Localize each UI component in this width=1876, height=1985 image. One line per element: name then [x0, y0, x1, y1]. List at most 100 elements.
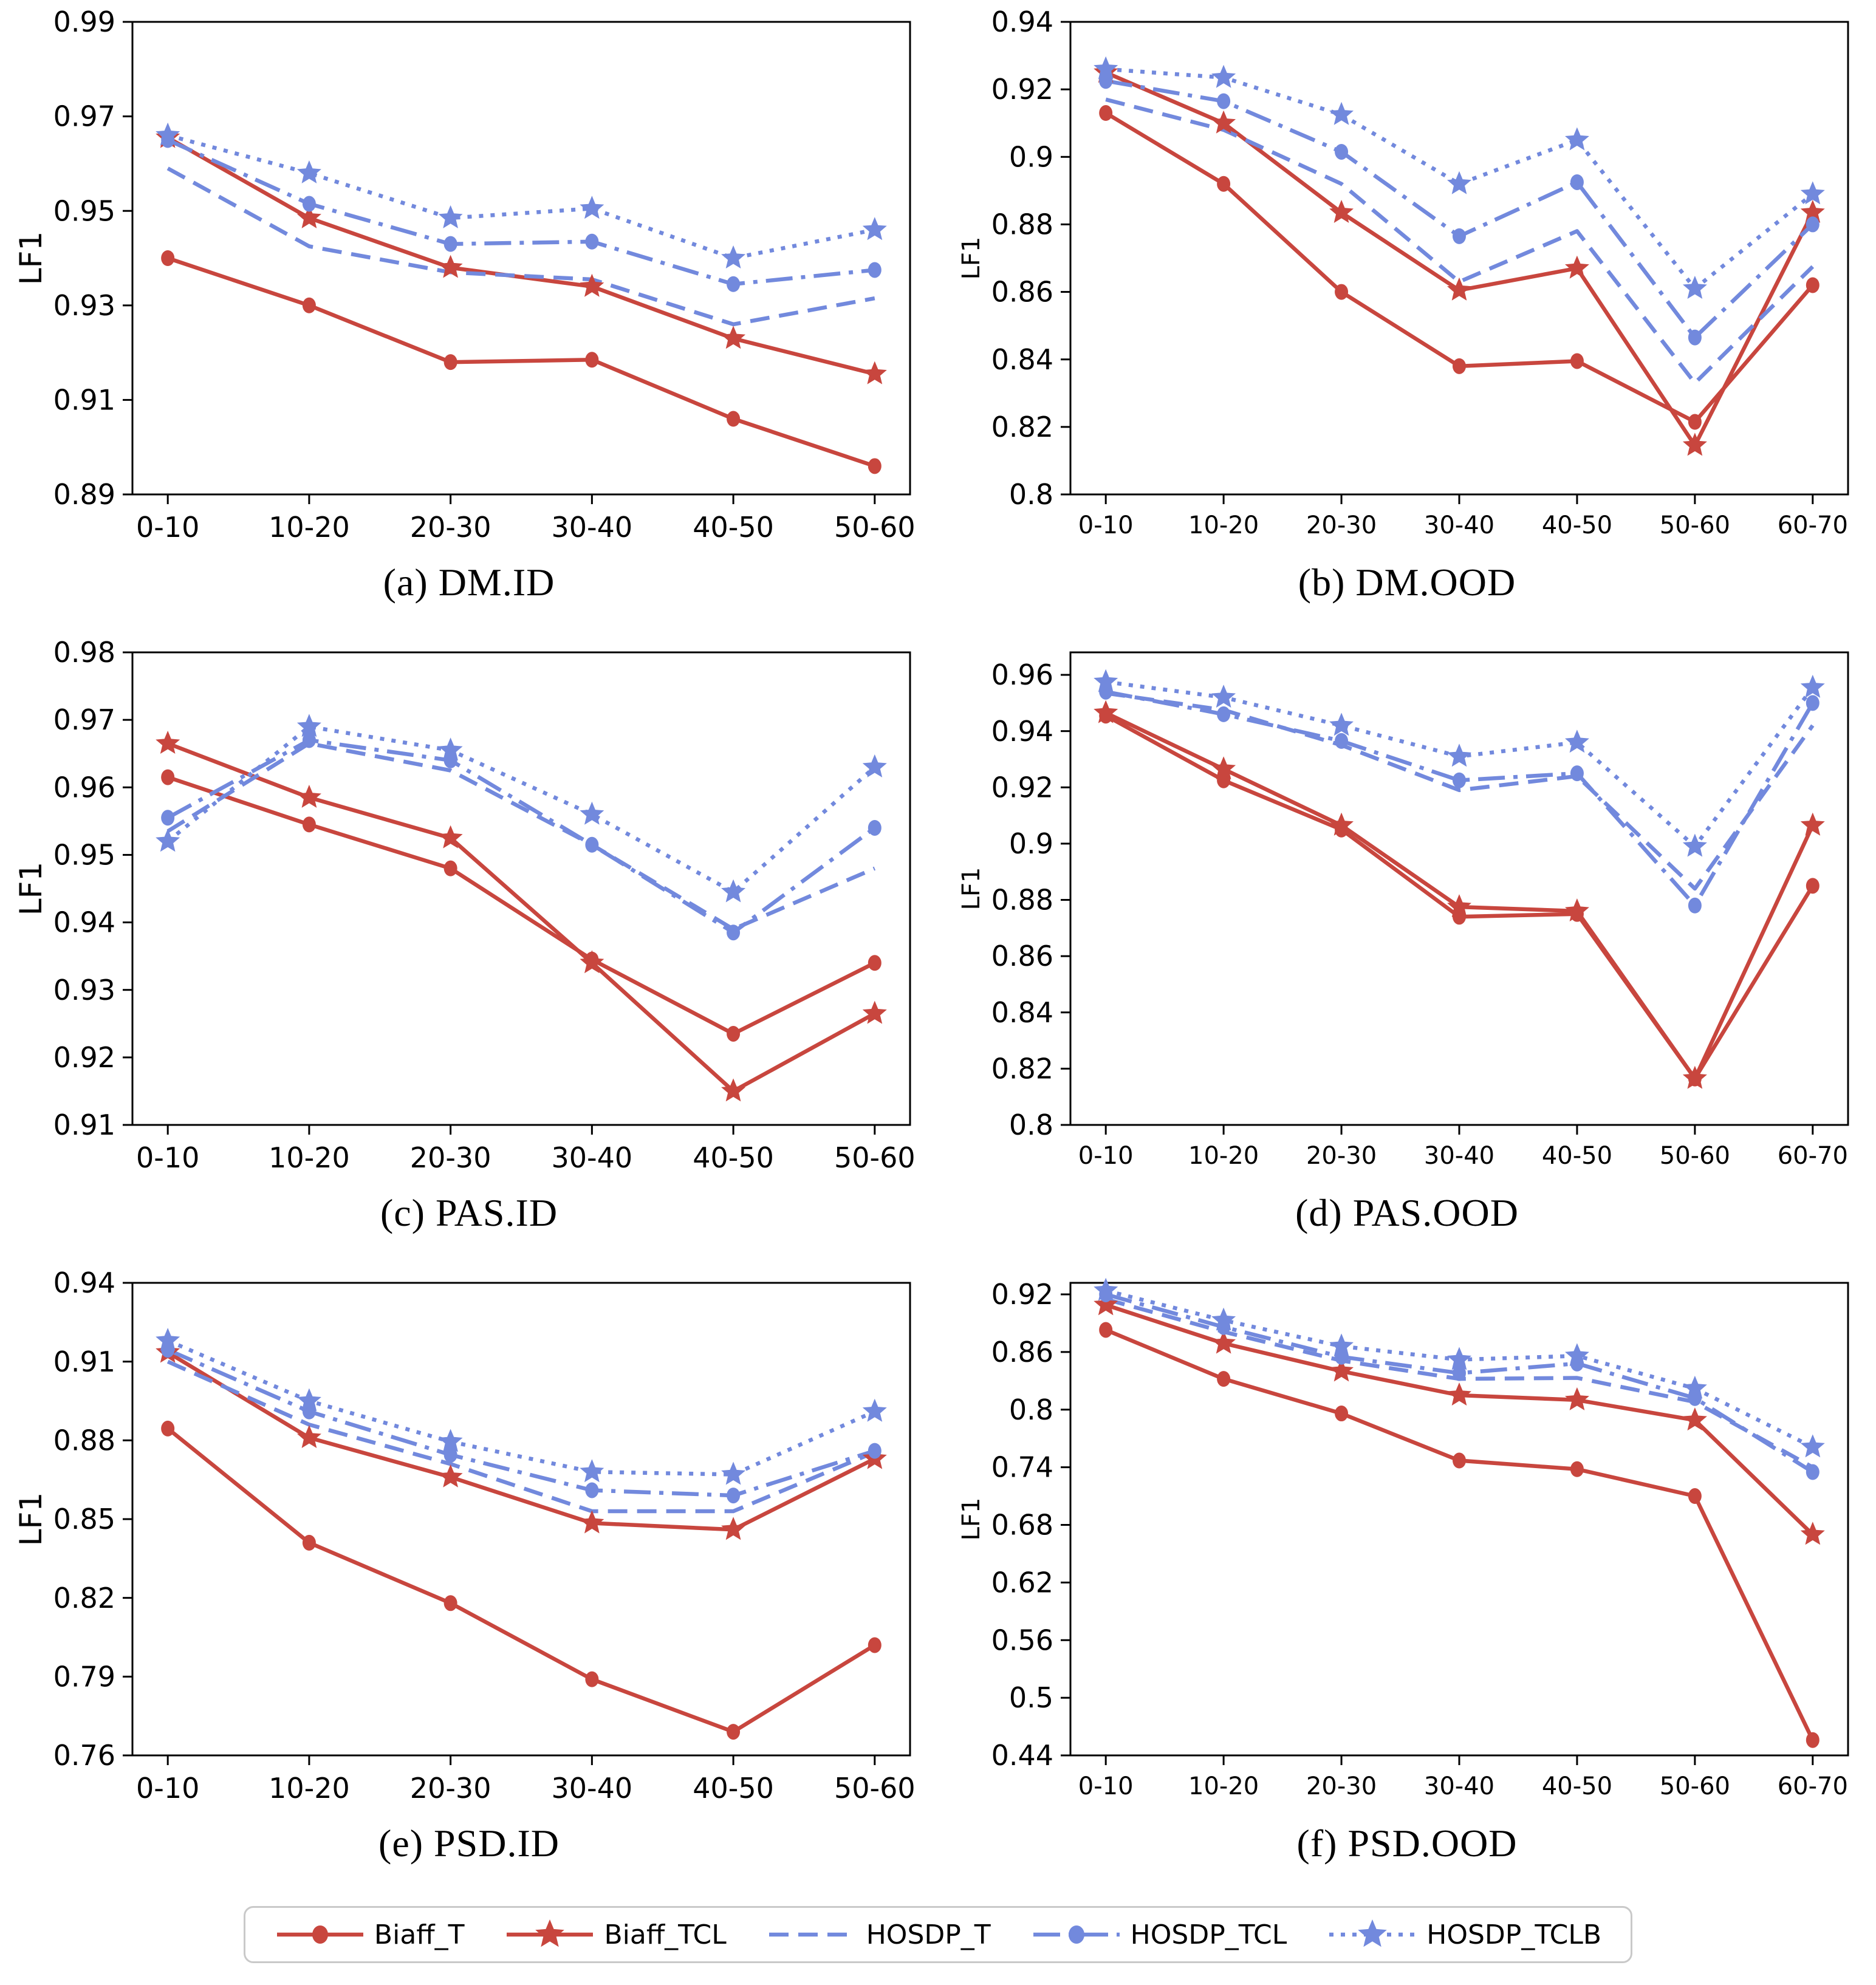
svg-text:0.9: 0.9 — [1009, 140, 1053, 173]
biaff-tcl-sample-icon — [507, 1919, 594, 1947]
svg-text:0.56: 0.56 — [991, 1624, 1053, 1656]
svg-text:10-20: 10-20 — [269, 1772, 350, 1805]
svg-text:0.62: 0.62 — [991, 1566, 1053, 1599]
svg-text:40-50: 40-50 — [693, 1772, 774, 1805]
svg-text:50-60: 50-60 — [834, 1141, 916, 1174]
svg-text:0.95: 0.95 — [53, 194, 115, 227]
svg-text:0.92: 0.92 — [991, 73, 1053, 106]
svg-text:50-60: 50-60 — [834, 511, 916, 544]
caption-dm-id: (a) DM.ID — [383, 561, 555, 604]
panel-dm-id: 0.89 0.91 0.93 0.95 0.97 0.99 0-10 10-20 20-30 30… — [0, 4, 938, 634]
hosdp-tclb-sample-icon — [1329, 1919, 1416, 1947]
svg-text:0.94: 0.94 — [991, 715, 1053, 748]
svg-text:0.84: 0.84 — [991, 996, 1053, 1029]
legend-item-biaff-tcl: Biaff_TCL — [504, 1918, 727, 1952]
svg-text:0-10: 0-10 — [1078, 511, 1134, 539]
panel-psd-id: 0.76 0.79 0.82 0.85 0.88 0.91 0.94 0-10 10-20 20-… — [0, 1265, 938, 1895]
hosdp-tcl-sample-icon — [1033, 1925, 1120, 1944]
biaff-t-sample-icon — [276, 1925, 363, 1944]
svg-text:0.85: 0.85 — [53, 1503, 115, 1536]
svg-text:0.97: 0.97 — [53, 100, 115, 133]
svg-text:LF1: LF1 — [957, 867, 985, 911]
panel-pas-ood: 0.8 0.82 0.84 0.86 0.88 0.9 0.92 0.94 0.96 0-10 10… — [938, 634, 1876, 1265]
svg-text:10-20: 10-20 — [269, 511, 350, 544]
panel-dm-ood: 0.8 0.82 0.84 0.86 0.88 0.9 0.92 0.94 0-10 10-20 2… — [938, 4, 1876, 634]
svg-text:0-10: 0-10 — [136, 511, 199, 544]
svg-text:0.79: 0.79 — [53, 1660, 115, 1693]
chart-pas-id: 0.91 0.92 0.93 0.94 0.95 0.96 0.97 0.98 0-10 10-2… — [13, 636, 916, 1174]
svg-text:LF1: LF1 — [13, 1492, 49, 1546]
svg-text:LF1: LF1 — [13, 231, 49, 285]
svg-text:0.82: 0.82 — [991, 411, 1053, 443]
svg-text:40-50: 40-50 — [1542, 1142, 1612, 1170]
svg-text:0-10: 0-10 — [136, 1141, 199, 1174]
svg-text:30-40: 30-40 — [552, 1141, 633, 1174]
svg-text:20-30: 20-30 — [410, 1141, 491, 1174]
svg-text:LF1: LF1 — [13, 862, 49, 915]
svg-text:20-30: 20-30 — [1306, 1772, 1377, 1800]
legend-item-hosdp-tclb: HOSDP_TCLB — [1327, 1918, 1601, 1952]
caption-psd-ood: (f) PSD.OOD — [1296, 1822, 1518, 1865]
svg-text:50-60: 50-60 — [834, 1772, 916, 1805]
legend-item-label: HOSDP_T — [866, 1919, 991, 1950]
legend-item-hosdp-tcl: HOSDP_TCL — [1031, 1918, 1287, 1952]
svg-text:0.88: 0.88 — [991, 884, 1053, 917]
caption-psd-id: (e) PSD.ID — [378, 1822, 560, 1865]
caption-dm-ood: (b) DM.OOD — [1298, 561, 1516, 604]
svg-text:40-50: 40-50 — [693, 1141, 774, 1174]
svg-text:40-50: 40-50 — [693, 511, 774, 544]
panel-psd-ood: 0.44 0.5 0.56 0.62 0.68 0.74 0.8 0.86 0.92 0-10 10… — [938, 1265, 1876, 1895]
svg-text:0.95: 0.95 — [53, 839, 115, 872]
svg-text:0.74: 0.74 — [991, 1451, 1053, 1484]
legend: Biaff_T Biaff_TCL HOSDP_T HOSDP_TCL HOSD… — [243, 1906, 1633, 1963]
legend-bar: Biaff_T Biaff_TCL HOSDP_T HOSDP_TCL HOSD… — [0, 1906, 1876, 1963]
svg-text:LF1: LF1 — [957, 237, 985, 280]
svg-text:10-20: 10-20 — [1188, 511, 1259, 539]
hosdp-t-sample-icon — [769, 1932, 855, 1937]
svg-text:0.88: 0.88 — [991, 208, 1053, 241]
svg-text:0.92: 0.92 — [991, 1278, 1053, 1311]
svg-text:0.96: 0.96 — [53, 771, 115, 804]
svg-text:0.88: 0.88 — [53, 1424, 115, 1457]
legend-item-biaff-t: Biaff_T — [275, 1918, 465, 1952]
svg-text:20-30: 20-30 — [1306, 511, 1377, 539]
legend-item-label: Biaff_T — [374, 1919, 465, 1950]
svg-text:0.94: 0.94 — [991, 5, 1053, 38]
svg-text:20-30: 20-30 — [410, 511, 491, 544]
svg-text:20-30: 20-30 — [410, 1772, 491, 1805]
svg-text:30-40: 30-40 — [552, 1772, 633, 1805]
svg-text:30-40: 30-40 — [1424, 511, 1494, 539]
svg-text:60-70: 60-70 — [1778, 511, 1848, 539]
svg-text:40-50: 40-50 — [1542, 511, 1612, 539]
svg-text:0.91: 0.91 — [53, 1345, 115, 1378]
svg-text:0-10: 0-10 — [1078, 1772, 1134, 1800]
svg-text:0-10: 0-10 — [136, 1772, 199, 1805]
svg-text:0.92: 0.92 — [53, 1041, 115, 1074]
svg-text:10-20: 10-20 — [1188, 1772, 1259, 1800]
svg-text:50-60: 50-60 — [1660, 1142, 1730, 1170]
svg-text:0.97: 0.97 — [53, 703, 115, 736]
svg-text:0.9: 0.9 — [1009, 827, 1053, 860]
svg-text:0.84: 0.84 — [991, 343, 1053, 376]
svg-text:60-70: 60-70 — [1778, 1772, 1848, 1800]
svg-text:0.94: 0.94 — [53, 906, 115, 939]
svg-text:0.86: 0.86 — [991, 276, 1053, 309]
svg-text:0.82: 0.82 — [53, 1582, 115, 1614]
caption-pas-id: (c) PAS.ID — [380, 1191, 558, 1234]
svg-text:0-10: 0-10 — [1078, 1142, 1134, 1170]
svg-text:20-30: 20-30 — [1306, 1142, 1377, 1170]
svg-text:0.44: 0.44 — [991, 1739, 1053, 1772]
svg-text:0.91: 0.91 — [53, 1109, 115, 1141]
svg-text:40-50: 40-50 — [1542, 1772, 1612, 1800]
svg-text:0.89: 0.89 — [53, 478, 115, 511]
svg-text:10-20: 10-20 — [1188, 1142, 1259, 1170]
svg-text:0.86: 0.86 — [991, 1336, 1053, 1368]
svg-text:50-60: 50-60 — [1660, 511, 1730, 539]
svg-text:0.82: 0.82 — [991, 1052, 1053, 1085]
chart-psd-id: 0.76 0.79 0.82 0.85 0.88 0.91 0.94 0-10 10-20 20-… — [13, 1266, 916, 1805]
chart-psd-ood: 0.44 0.5 0.56 0.62 0.68 0.74 0.8 0.86 0.92 0-10 10… — [957, 1277, 1849, 1800]
svg-text:60-70: 60-70 — [1778, 1142, 1848, 1170]
svg-text:30-40: 30-40 — [1424, 1142, 1494, 1170]
svg-text:0.96: 0.96 — [991, 658, 1053, 691]
